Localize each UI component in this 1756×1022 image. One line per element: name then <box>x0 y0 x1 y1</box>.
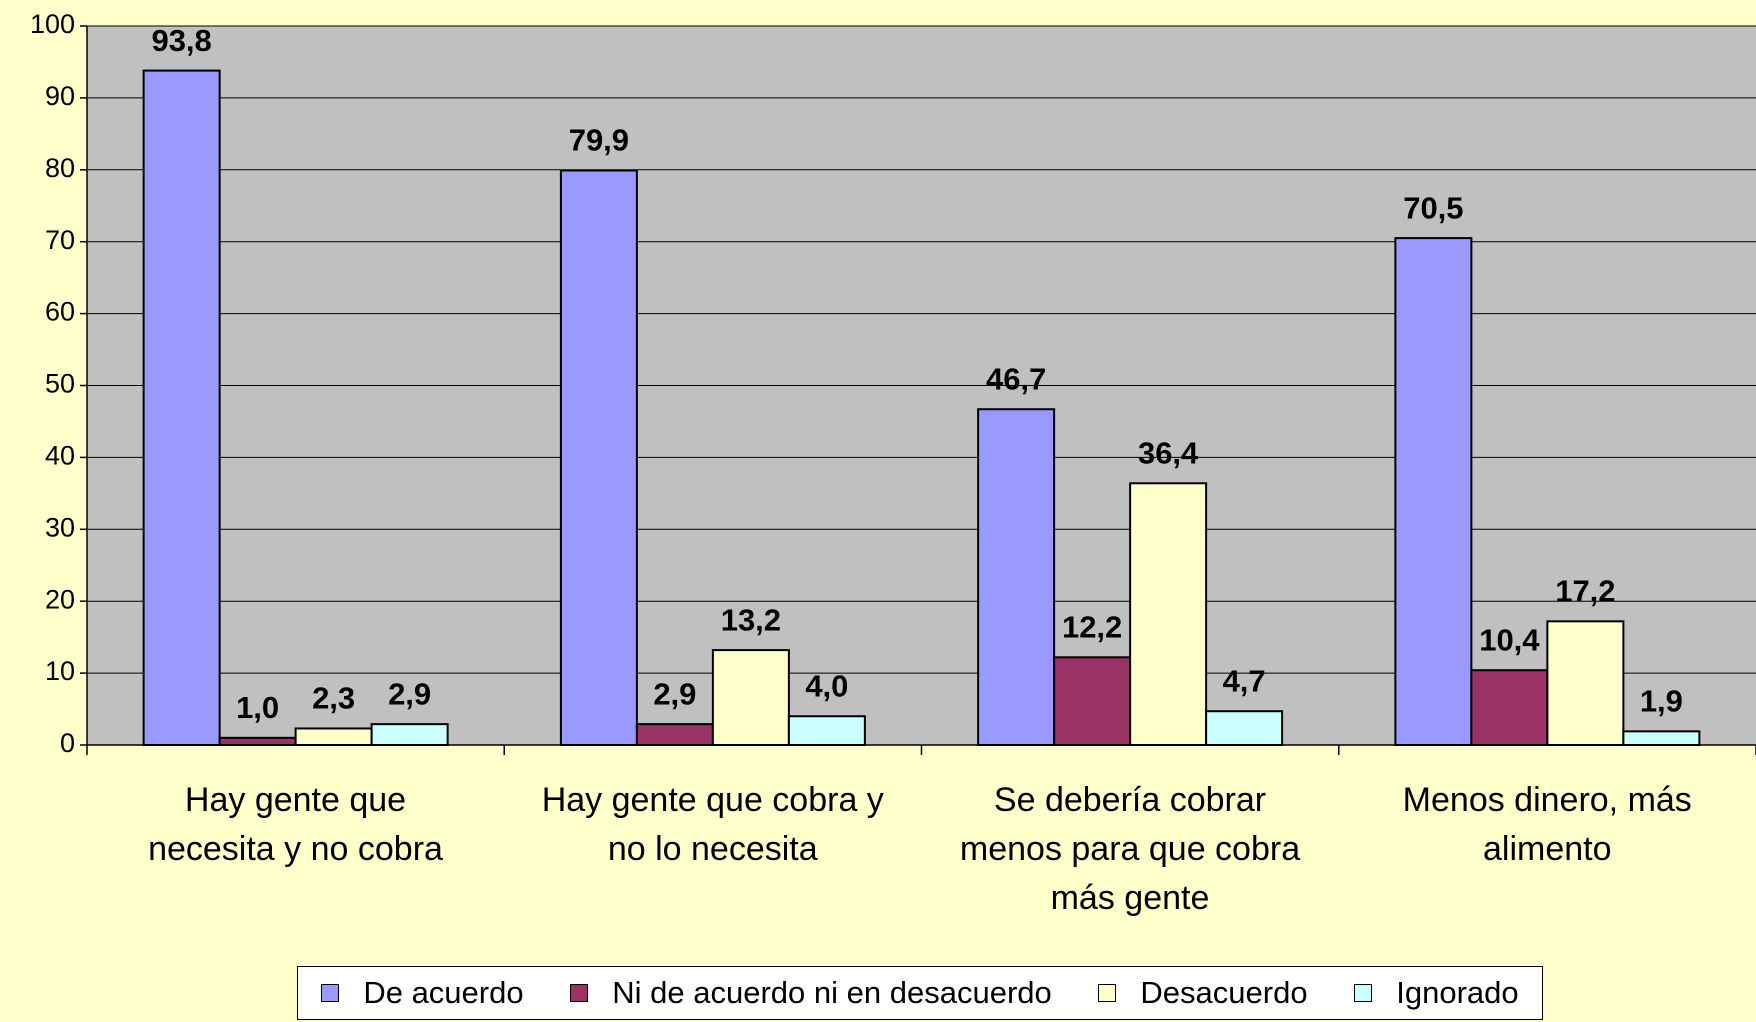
data-label: 1,0 <box>236 690 279 725</box>
data-label: 93,8 <box>151 23 211 58</box>
bar <box>1470 669 1549 746</box>
y-tick-label: 0 <box>60 728 75 758</box>
legend-item: Desacuerdo <box>1098 975 1308 1011</box>
x-tick-label: Hay gente que cobra y no lo necesita <box>541 781 884 868</box>
bar <box>635 723 714 746</box>
data-label: 10,4 <box>1479 622 1540 657</box>
legend-item: Ignorado <box>1354 975 1519 1011</box>
data-label: 17,2 <box>1555 574 1615 609</box>
y-tick-label: 10 <box>45 656 75 686</box>
data-label: 4,0 <box>805 668 848 703</box>
x-tick-label: Se debería cobrar menos para que cobra m… <box>959 781 1301 917</box>
bar <box>1394 237 1473 746</box>
bar <box>559 169 638 747</box>
x-tick-label: Hay gente que necesita y no cobra <box>148 781 443 868</box>
legend-swatch <box>1098 984 1117 1002</box>
legend-label: De acuerdo <box>363 975 524 1010</box>
data-label: 79,9 <box>569 123 629 158</box>
data-label: 2,9 <box>653 676 696 711</box>
y-tick-label: 40 <box>45 441 75 471</box>
y-tick-label: 50 <box>45 369 75 399</box>
bar <box>711 649 790 746</box>
y-tick-label: 70 <box>45 225 75 255</box>
y-tick-label: 80 <box>45 153 75 183</box>
x-tick-label: Menos dinero, más alimento <box>1402 781 1692 868</box>
bar <box>977 408 1056 746</box>
bar <box>1129 482 1208 746</box>
data-label: 36,4 <box>1138 435 1199 470</box>
chart: 0 10 20 30 40 50 60 70 80 90 100 93,8 1,0 2,3 2,9 79,9 2… <box>30 9 1756 758</box>
legend-swatch <box>321 984 340 1002</box>
data-label: 2,3 <box>312 681 355 716</box>
bar <box>1546 620 1625 746</box>
y-tick-label: 90 <box>45 81 75 111</box>
y-tick-label: 100 <box>30 9 75 39</box>
data-label: 70,5 <box>1403 190 1463 225</box>
legend: De acuerdo Ni de acuerdo ni en desacuerdo… <box>297 966 1543 1020</box>
legend-item: De acuerdo <box>321 975 524 1011</box>
bar <box>1622 730 1701 746</box>
bar <box>294 727 373 747</box>
bar <box>142 69 221 746</box>
bar <box>218 736 297 746</box>
legend-label: Ignorado <box>1396 975 1519 1010</box>
bar <box>1205 710 1284 746</box>
bar <box>787 715 866 746</box>
data-label: 4,7 <box>1223 663 1266 698</box>
legend-swatch <box>1354 984 1373 1002</box>
legend-swatch <box>570 984 589 1002</box>
data-label: 1,9 <box>1640 684 1683 719</box>
bar <box>370 723 449 746</box>
data-label: 46,7 <box>986 361 1046 396</box>
legend-item: Ni de acuerdo ni en desacuerdo <box>570 975 1052 1011</box>
y-tick-label: 60 <box>45 297 75 327</box>
y-tick-label: 20 <box>45 584 75 614</box>
bar <box>1053 656 1132 746</box>
legend-label: Ni de acuerdo ni en desacuerdo <box>612 975 1052 1010</box>
data-label: 13,2 <box>721 602 781 637</box>
y-tick-label: 30 <box>45 512 75 542</box>
legend-label: Desacuerdo <box>1140 975 1308 1010</box>
data-label: 2,9 <box>388 676 431 711</box>
data-label: 12,2 <box>1062 609 1122 644</box>
